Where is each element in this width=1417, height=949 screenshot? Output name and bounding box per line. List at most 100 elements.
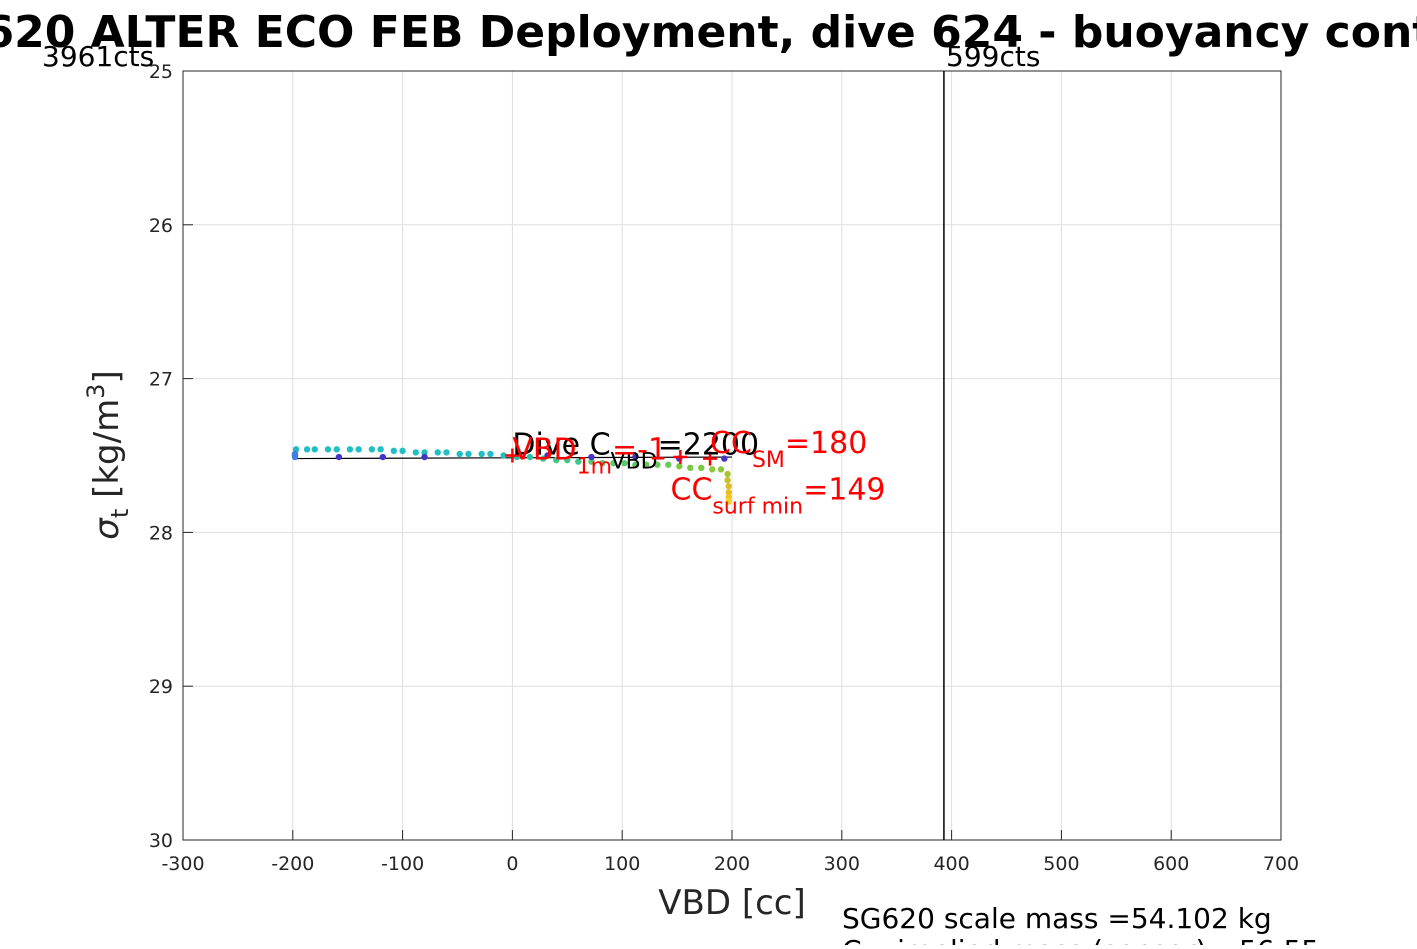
- profile-dot: [632, 453, 639, 461]
- x-tick-label: 100: [604, 853, 640, 875]
- profile-dot: [698, 464, 705, 472]
- profile-dot: [665, 461, 672, 468]
- x-tick-label: 200: [714, 853, 750, 875]
- profile-dot: [303, 446, 311, 453]
- profile-dot: [721, 455, 728, 462]
- chart-title: SG620 ALTER ECO FEB Deployment, dive 624…: [0, 7, 1417, 58]
- profile-dot: [311, 446, 318, 453]
- profile-dot: [526, 453, 534, 461]
- profile-dot: [434, 449, 441, 456]
- profile-dot: [333, 446, 340, 453]
- profile-dot: [588, 458, 595, 465]
- y-axis-label-symbol: σ: [87, 517, 127, 540]
- y-axis-label-superscript: 3: [82, 384, 110, 399]
- annotation-subscript: SM: [752, 448, 785, 473]
- annotation-vbd-1m: VBD1m=-1: [512, 432, 667, 479]
- x-axis-label: VBD [cc]: [658, 883, 806, 923]
- red-plus-marker: [505, 448, 520, 463]
- profile-dot: [564, 456, 571, 464]
- annotation-value: =-1: [612, 432, 667, 467]
- y-tick-label: 28: [149, 522, 173, 544]
- profile-dot: [443, 449, 450, 456]
- profile-dot: [399, 447, 406, 455]
- profile-dot: [421, 453, 428, 461]
- profile-dot: [355, 446, 362, 453]
- annotation-base: CC: [710, 426, 752, 461]
- top-right-count-label: 599cts: [946, 40, 1040, 73]
- x-tick-label: 0: [506, 853, 518, 875]
- profile-dot: [724, 470, 731, 478]
- x-tick-label: -100: [381, 853, 424, 875]
- profile-dot: [632, 461, 639, 468]
- profile-dot: [599, 459, 606, 467]
- profile-dot: [725, 498, 732, 505]
- annotation-value: =149: [803, 472, 885, 507]
- profile-dot: [654, 461, 661, 468]
- x-tick-label: 600: [1153, 853, 1189, 875]
- annotation-base: Dive C: [512, 428, 610, 463]
- profile-dot: [575, 458, 582, 465]
- profile-dot: [421, 449, 428, 456]
- annotation-cc-surf-min: CCsurf min=149: [671, 472, 886, 519]
- annotation-subscript: 1m: [577, 454, 612, 479]
- profile-dot: [465, 450, 472, 458]
- y-tick-label: 27: [149, 369, 173, 391]
- profile-dot: [687, 464, 694, 472]
- red-markers: [505, 448, 718, 466]
- profile-dot: [500, 452, 507, 459]
- y-tick-label: 29: [149, 676, 173, 698]
- annotation-subscript: surf min: [712, 494, 803, 519]
- y-axis-ticks: 25 26 27 28 29 30: [149, 61, 193, 852]
- profile-dot: [621, 459, 628, 467]
- profile-dot: [412, 449, 419, 456]
- profile-dot: [610, 459, 617, 467]
- annotation-base: CC: [671, 472, 713, 507]
- profile-dot: [725, 483, 732, 490]
- x-tick-label: 700: [1263, 853, 1299, 875]
- footer-scale-mass: SG620 scale mass =54.102 kg: [842, 902, 1272, 935]
- x-tick-label: -300: [161, 853, 204, 875]
- annotation-subscript: VBD: [611, 450, 658, 475]
- profile-dot: [643, 461, 650, 468]
- profile-dot: [324, 446, 332, 453]
- profile-dot: [456, 450, 463, 458]
- y-tick-label: 25: [149, 61, 173, 83]
- y-tick-label: 30: [149, 830, 173, 852]
- red-plus-marker: [703, 451, 718, 466]
- profile-dot: [379, 453, 387, 461]
- profile-dot: [676, 463, 683, 470]
- x-tick-label: -200: [271, 853, 314, 875]
- profile-dot: [553, 456, 560, 464]
- profile-dot: [487, 450, 494, 458]
- profile-dot: [544, 452, 551, 459]
- profile-dot: [478, 450, 485, 458]
- profile-dot: [377, 446, 384, 453]
- profile-dot: [725, 489, 732, 496]
- annotation-dive-c-vbd: Dive CVBD=2200: [512, 428, 759, 475]
- profile-dot: [709, 466, 716, 473]
- profile-dot: [291, 453, 299, 461]
- x-tick-label: 300: [824, 853, 860, 875]
- y-axis-label: σt [kg/m3]: [82, 370, 134, 539]
- profile-dot: [390, 447, 398, 455]
- x-tick-label: 400: [933, 853, 969, 875]
- y-axis-label-unit-end: ]: [87, 370, 127, 383]
- annotation-value: =180: [785, 426, 867, 461]
- y-axis-label-subscript: t: [106, 509, 134, 518]
- profile-dot: [725, 493, 732, 501]
- x-axis-ticks: -300 -200 -100 0 100 200 300 400 500 600 700: [161, 830, 1299, 875]
- profile-dot: [588, 453, 595, 461]
- profile-dot: [724, 476, 731, 484]
- annotation-value: =2200: [658, 428, 759, 463]
- x-tick-label: 500: [1043, 853, 1079, 875]
- profile-dot: [368, 446, 376, 453]
- annotation-base: VBD: [512, 432, 576, 467]
- footer-implied-mass: C implied mass (sensor) =56.55: [842, 934, 1319, 945]
- y-axis-label-unit: [kg/m: [87, 399, 127, 509]
- top-left-count-label: 3961cts: [42, 40, 154, 73]
- profile-dot: [346, 446, 354, 453]
- profile-dot: [335, 453, 343, 461]
